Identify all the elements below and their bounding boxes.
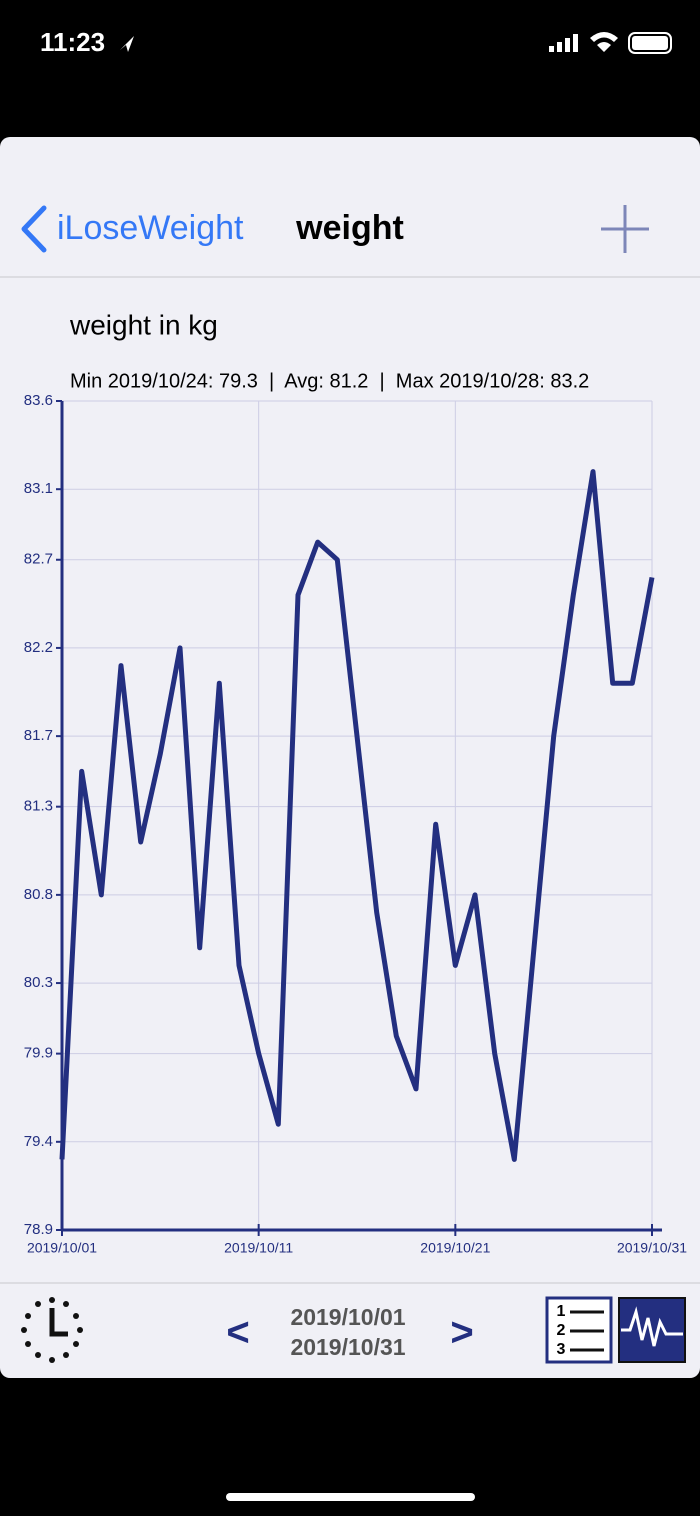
chart-title: weight in kg: [69, 309, 218, 340]
battery-icon: [628, 32, 672, 54]
y-tick-label: 79.4: [24, 1133, 53, 1150]
x-tick-label: 2019/10/11: [224, 1240, 293, 1256]
svg-text:1: 1: [557, 1303, 566, 1320]
wifi-icon: [590, 32, 618, 52]
y-tick-label: 78.9: [24, 1221, 53, 1238]
next-button[interactable]: >: [450, 1311, 473, 1355]
prev-button[interactable]: <: [226, 1311, 249, 1355]
y-tick-label: 81.3: [24, 798, 53, 815]
back-chevron[interactable]: [21, 205, 47, 253]
chart-button[interactable]: [618, 1297, 686, 1363]
location-icon: [120, 36, 134, 52]
clock-button[interactable]: [21, 1297, 83, 1363]
signal-icon: [549, 34, 578, 52]
y-tick-label: 81.7: [24, 727, 53, 744]
back-button[interactable]: iLoseWeight: [57, 209, 244, 247]
svg-text:2: 2: [557, 1322, 566, 1339]
range-start: 2019/10/01: [290, 1304, 405, 1330]
nav-title: weight: [295, 209, 404, 247]
y-tick-label: 79.9: [24, 1045, 53, 1062]
y-tick-label: 82.7: [24, 551, 53, 568]
list-button[interactable]: 1 2 3: [545, 1296, 613, 1364]
status-time: 11:23: [40, 27, 105, 57]
y-tick-label: 82.2: [24, 639, 53, 656]
y-tick-label: 80.3: [24, 974, 53, 991]
x-tick-label: 2019/10/01: [27, 1240, 97, 1256]
battery-level: [632, 36, 668, 50]
y-tick-label: 80.8: [24, 886, 53, 903]
y-tick-label: 83.1: [24, 480, 53, 497]
x-tick-label: 2019/10/31: [617, 1240, 687, 1256]
chart-subtitle: Min 2019/10/24: 79.3 | Avg: 81.2 | Max 2…: [70, 370, 589, 392]
svg-text:3: 3: [557, 1341, 566, 1358]
plot: 78.9 79.4 79.9 80.3 80.8 81.3 81.7 82.2 82.7 83.1…: [24, 392, 687, 1256]
add-button[interactable]: [601, 205, 649, 253]
x-tick-label: 2019/10/21: [420, 1240, 490, 1256]
plot-area: [62, 401, 652, 1230]
range-end: 2019/10/31: [290, 1334, 405, 1360]
weight-line: [59, 469, 655, 1162]
y-tick-label: 83.6: [24, 392, 53, 409]
home-indicator: [226, 1493, 475, 1501]
